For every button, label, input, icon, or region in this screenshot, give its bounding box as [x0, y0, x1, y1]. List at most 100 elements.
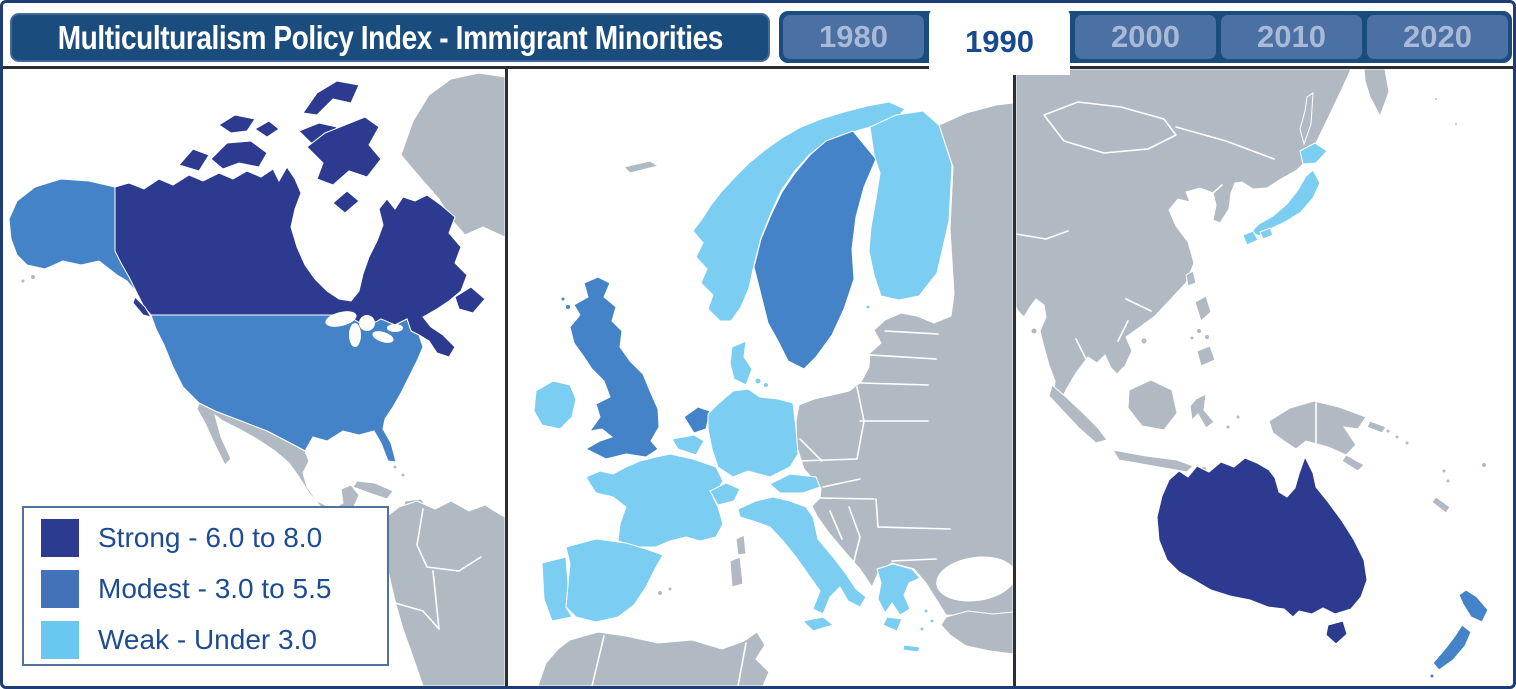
island-corsica — [735, 534, 747, 556]
lake-huron — [359, 315, 375, 331]
map-panel-asia-pacific — [1016, 69, 1513, 686]
vanuatu-island — [1441, 468, 1447, 474]
region-north-africa — [537, 631, 770, 686]
country-austria — [769, 473, 821, 494]
tab-2000[interactable]: 2000 — [1075, 15, 1216, 59]
philippines-island — [1204, 334, 1210, 340]
panel-divider — [505, 69, 508, 686]
island-taiwan — [1185, 270, 1197, 287]
legend-label-modest: Modest - 3.0 to 5.5 — [98, 573, 332, 604]
country-greenland — [400, 72, 505, 238]
greece-peloponnese — [882, 616, 903, 632]
aleutian-island — [20, 278, 26, 284]
country-finland — [868, 110, 953, 301]
tab-1980[interactable]: 1980 — [783, 15, 924, 59]
stewart-island — [1429, 673, 1435, 679]
aland-islands — [865, 304, 871, 310]
canada-arctic-island — [218, 114, 256, 134]
country-united-kingdom — [569, 276, 660, 460]
solomon-island — [1394, 434, 1400, 440]
aegean-island — [919, 626, 925, 632]
island-borneo — [1127, 379, 1178, 431]
island-newfoundland — [454, 286, 486, 314]
island-java — [1112, 449, 1194, 473]
header-divider — [0, 66, 1516, 69]
island-sri-lanka — [1030, 327, 1038, 335]
country-belgium — [671, 434, 705, 456]
legend-swatch-modest — [41, 570, 79, 608]
bahamas — [392, 464, 398, 470]
country-mongolia-border — [1043, 101, 1177, 154]
country-australia — [1156, 455, 1368, 618]
danish-island — [763, 382, 769, 388]
legend: Strong - 6.0 to 8.0 Modest - 3.0 to 5.5 … — [22, 506, 389, 666]
new-zealand-north-island — [1458, 589, 1489, 623]
legend-swatch-strong — [41, 519, 79, 557]
panel-divider — [1013, 69, 1016, 686]
country-norway — [692, 101, 906, 322]
canada-arctic-island — [254, 120, 280, 138]
country-italy — [737, 496, 867, 615]
aleutian-island — [30, 274, 36, 280]
canada-arctic-island — [210, 140, 268, 170]
black-sea — [936, 556, 1013, 602]
balearic-island — [667, 586, 673, 592]
tab-2010[interactable]: 2010 — [1221, 15, 1362, 59]
canada-arctic-island — [178, 148, 210, 172]
south-america-borders — [394, 508, 482, 630]
legend-label-weak: Weak - Under 3.0 — [98, 624, 317, 655]
island-vancouver — [132, 296, 153, 318]
canada-arctic-island — [306, 116, 382, 186]
peninsula-kamchatka — [1363, 69, 1390, 118]
island-new-caledonia — [1431, 496, 1451, 514]
continent-south-america — [378, 500, 505, 686]
island-sumatra — [1048, 384, 1108, 444]
island-sakhalin — [1299, 92, 1314, 146]
eastern-europe-borders — [798, 330, 951, 562]
island-cuba — [352, 480, 394, 500]
legend-row-weak: Weak - Under 3.0 — [41, 621, 387, 659]
lake-ontario — [387, 324, 403, 332]
pacific-islet — [1454, 122, 1458, 126]
island-sicily — [801, 616, 835, 632]
country-turkey — [940, 610, 1013, 655]
map-panel-europe — [508, 69, 1013, 686]
country-france — [585, 453, 724, 548]
tab-2020[interactable]: 2020 — [1367, 15, 1508, 59]
island-crete — [902, 644, 921, 653]
bahamas — [400, 472, 406, 478]
europe-map — [533, 101, 1013, 686]
solomon-island — [1404, 440, 1410, 446]
asia-pacific-map — [1016, 69, 1489, 679]
canada-arctic-island — [332, 190, 360, 214]
header: Multiculturalism Policy Index - Immigran… — [0, 0, 1516, 75]
lake-michigan — [349, 323, 361, 347]
aegean-island — [929, 618, 935, 624]
moluccas-island — [1235, 414, 1241, 420]
island-new-guinea — [1268, 400, 1367, 456]
year-tab-strip: 1980 1990 2000 2010 2020 — [779, 8, 1512, 75]
danish-island — [754, 377, 762, 385]
country-sweden — [753, 130, 877, 370]
lake-erie — [372, 331, 394, 343]
tab-1990[interactable]: 1990 — [929, 8, 1070, 75]
canada-arctic-island — [302, 80, 360, 116]
island-sardinia — [729, 556, 744, 588]
lake-superior — [325, 311, 357, 327]
hebrides-island — [560, 296, 566, 302]
region-eastern-europe-russia — [795, 102, 1013, 618]
legend-swatch-weak — [41, 621, 79, 659]
country-greece — [876, 563, 921, 616]
fiji-island — [1481, 462, 1487, 468]
philippines-mindanao — [1196, 345, 1216, 367]
country-switzerland — [709, 482, 741, 506]
country-germany — [707, 388, 799, 478]
hebrides-island — [565, 304, 571, 310]
island-new-britain — [1366, 420, 1387, 434]
country-ireland — [533, 380, 577, 430]
country-netherlands — [683, 406, 711, 434]
north-africa-borders — [591, 635, 747, 686]
island-sulawesi — [1189, 393, 1215, 429]
moluccas-island — [1225, 424, 1231, 430]
